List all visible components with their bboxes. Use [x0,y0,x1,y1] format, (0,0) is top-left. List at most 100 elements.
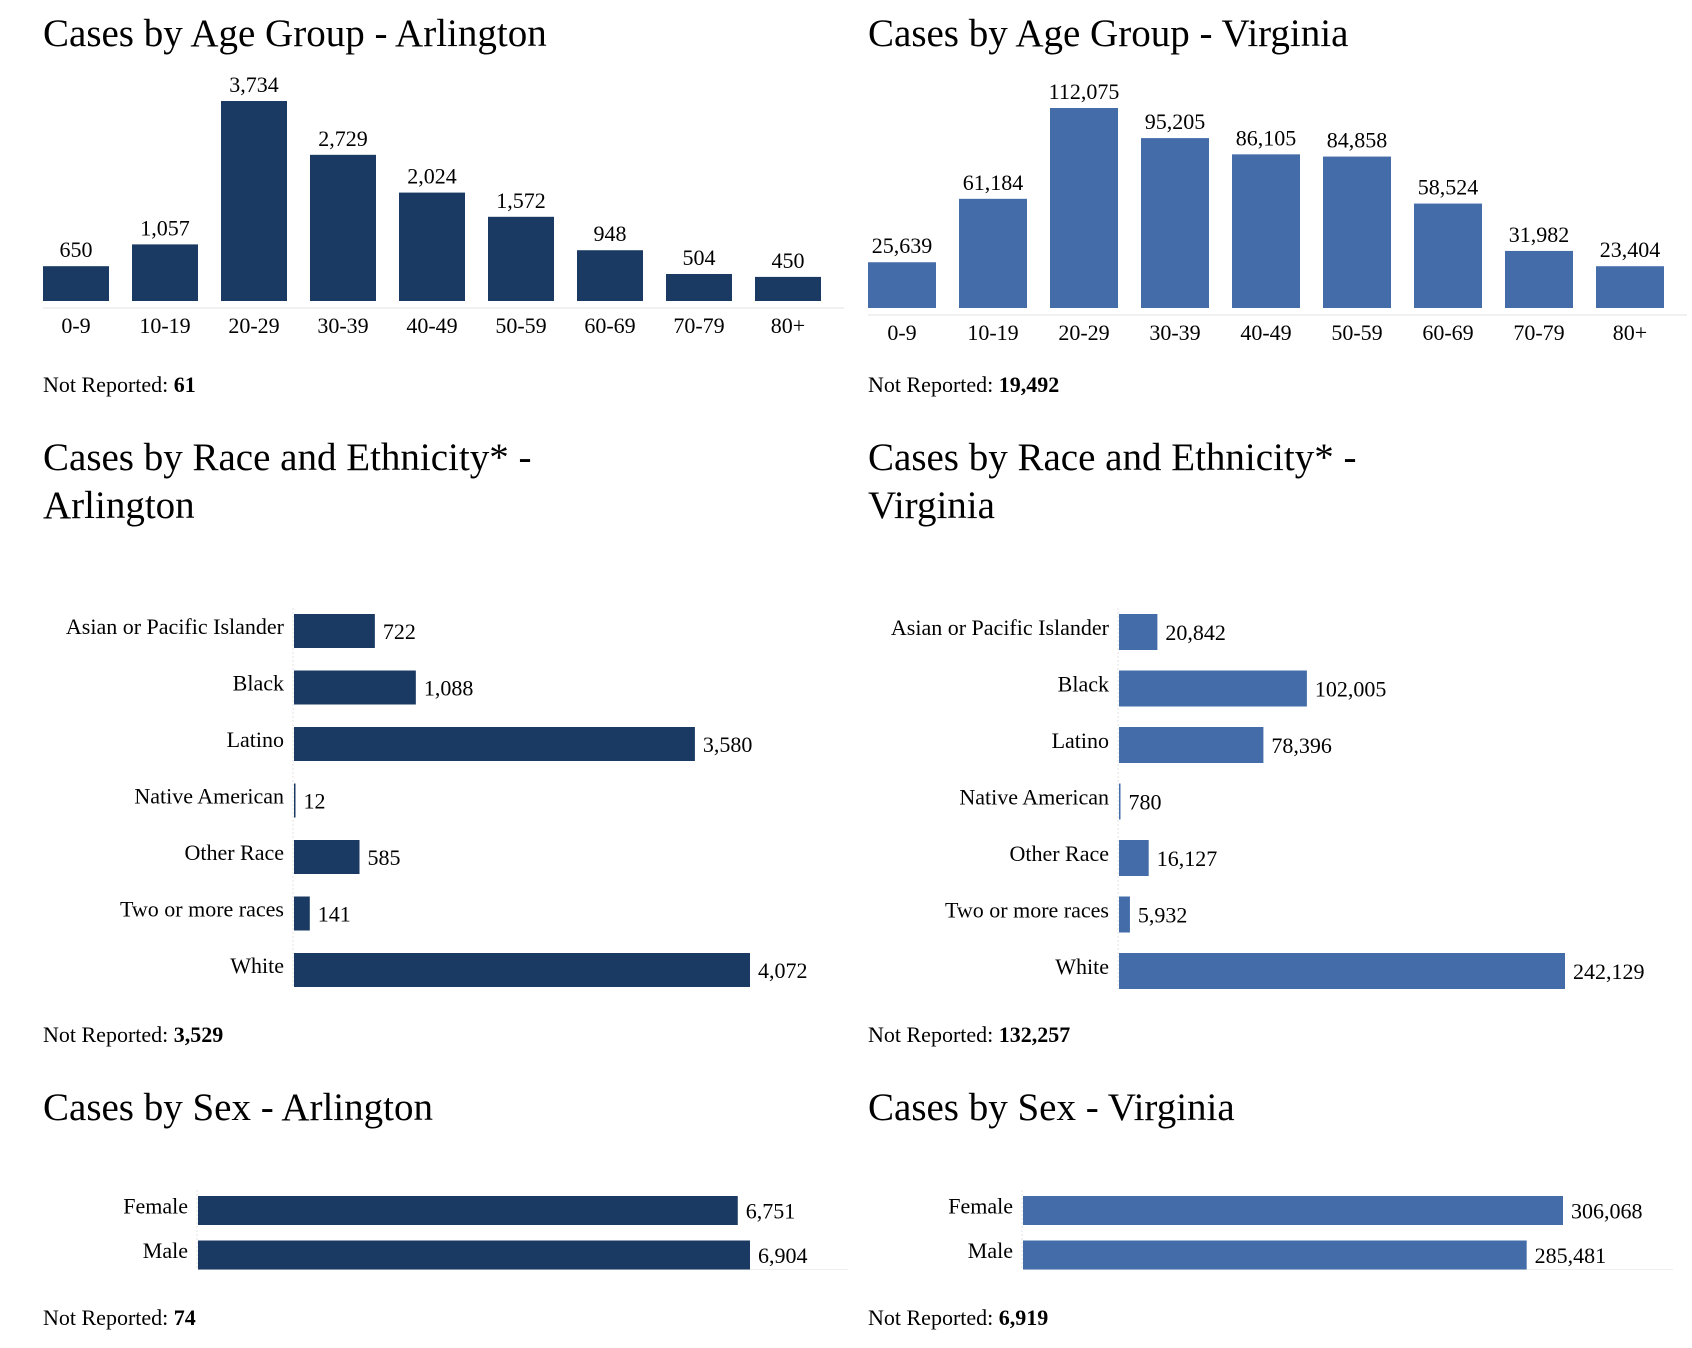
bar-20-29 [1050,108,1118,308]
data-label-70-79: 31,982 [1509,222,1570,247]
not-reported-race-arlington: Not Reported: 3,529 [43,1022,223,1048]
bar-male [1023,1240,1527,1270]
chart-title-line: Cases by Race and Ethnicity* - [43,436,532,479]
y-tick-label-female: Female [948,1194,1013,1219]
y-tick-label-male: Male [968,1238,1013,1263]
chart-title-race-virginia: Cases by Race and Ethnicity* - Virginia [868,434,1356,530]
not-reported-value: 6,919 [998,1305,1049,1330]
y-tick-label-male: Male [143,1238,188,1263]
bar-asian-or-pacific-islander [1119,614,1158,650]
y-tick-label-asian-or-pacific-islander: Asian or Pacific Islander [891,615,1110,640]
data-label-60-69: 58,524 [1418,175,1479,200]
bar-other-race [1119,840,1149,876]
x-tick-label-40-49: 40-49 [1240,320,1291,345]
x-tick-label-80: 80+ [771,313,805,338]
y-tick-label-asian-or-pacific-islander: Asian or Pacific Islander [66,614,285,639]
data-label-female: 6,751 [746,1199,796,1224]
bar-native-american [1119,783,1121,820]
bar-60-69 [577,250,643,301]
y-tick-label-two-or-more-races: Two or more races [120,897,284,922]
bar-10-19 [132,244,198,301]
x-tick-label-0-9: 0-9 [61,313,90,338]
not-reported-label: Not Reported: [868,1305,999,1330]
not-reported-label: Not Reported: [43,1022,174,1047]
data-label-70-79: 504 [683,245,716,270]
y-tick-label-white: White [230,953,284,978]
bar-70-79 [666,274,732,301]
y-tick-label-black: Black [1058,672,1109,697]
data-label-40-49: 2,024 [407,164,457,189]
x-tick-label-50-59: 50-59 [495,313,546,338]
data-label-0-9: 650 [60,237,93,262]
chart-race-arlington: Asian or Pacific Islander 722 Black 1,088 La… [66,608,808,987]
chart-title-race-arlington: Cases by Race and Ethnicity* - Arlington [43,434,531,530]
bar-white [294,953,750,987]
data-label-40-49: 86,105 [1236,125,1297,150]
x-tick-label-20-29: 20-29 [1058,320,1109,345]
data-label-native-american: 12 [304,789,326,814]
data-label-latino: 78,396 [1271,733,1332,758]
bar-20-29 [221,101,287,301]
bar-10-19 [959,198,1027,308]
data-label-black: 102,005 [1315,677,1387,702]
bar-50-59 [488,216,554,301]
data-label-male: 285,481 [1535,1243,1607,1268]
not-reported-value: 74 [173,1305,196,1330]
chart-title-age-arlington: Cases by Age Group - Arlington [43,12,547,55]
x-tick-label-60-69: 60-69 [584,313,635,338]
chart-title-sex-arlington: Cases by Sex - Arlington [43,1086,433,1129]
x-tick-label-40-49: 40-49 [406,313,457,338]
chart-title-line: Virginia [868,484,995,527]
data-label-10-19: 61,184 [963,170,1024,195]
data-label-30-39: 2,729 [318,126,368,151]
bar-40-49 [1232,154,1300,308]
x-tick-label-80: 80+ [1613,320,1647,345]
x-tick-label-60-69: 60-69 [1422,320,1473,345]
y-tick-label-native-american: Native American [959,785,1109,810]
chart-sex-virginia: Female 306,068 Male 285,481 [948,1190,1673,1270]
bar-70-79 [1505,250,1573,308]
bar-white [1119,953,1565,989]
not-reported-value: 19,492 [998,372,1060,397]
data-label-80: 450 [772,248,805,273]
bar-female [198,1196,738,1225]
data-label-other-race: 585 [368,845,401,870]
bar-native-american [294,783,296,818]
x-tick-label-50-59: 50-59 [1331,320,1382,345]
x-tick-label-30-39: 30-39 [1149,320,1200,345]
bar-two-or-more-races [294,896,310,931]
data-label-0-9: 25,639 [872,233,933,258]
bar-0-9 [868,262,936,308]
chart-title-sex-virginia: Cases by Sex - Virginia [868,1086,1235,1129]
y-tick-label-latino: Latino [1052,728,1109,753]
data-label-other-race: 16,127 [1157,846,1218,871]
bar-50-59 [1323,156,1391,308]
data-label-10-19: 1,057 [140,215,190,240]
chart-race-virginia: Asian or Pacific Islander 20,842 Black 102,… [891,608,1645,989]
bar-male [198,1240,750,1270]
bar-60-69 [1414,203,1482,308]
y-tick-label-two-or-more-races: Two or more races [945,898,1109,923]
bar-other-race [294,840,360,874]
x-tick-label-10-19: 10-19 [967,320,1018,345]
x-tick-label-30-39: 30-39 [317,313,368,338]
data-label-50-59: 1,572 [496,188,546,213]
chart-sex-arlington: Female 6,751 Male 6,904 [123,1190,848,1270]
bar-40-49 [399,192,465,301]
data-label-80: 23,404 [1600,237,1661,262]
x-tick-label-0-9: 0-9 [887,320,916,345]
not-reported-age-virginia: Not Reported: 19,492 [868,372,1059,398]
chart-age-virginia: 25,639 0-9 61,184 10-19 112,075 20-29 95,205 30… [868,79,1687,345]
y-tick-label-black: Black [233,671,284,696]
not-reported-value: 3,529 [173,1022,224,1047]
data-label-50-59: 84,858 [1327,128,1388,153]
not-reported-sex-virginia: Not Reported: 6,919 [868,1305,1048,1331]
data-label-white: 242,129 [1573,959,1645,984]
not-reported-sex-arlington: Not Reported: 74 [43,1305,196,1331]
data-label-30-39: 95,205 [1145,109,1206,134]
x-tick-label-10-19: 10-19 [139,313,190,338]
bar-latino [294,727,695,761]
bar-two-or-more-races [1119,896,1130,933]
not-reported-label: Not Reported: [868,1022,999,1047]
y-tick-label-native-american: Native American [134,784,284,809]
